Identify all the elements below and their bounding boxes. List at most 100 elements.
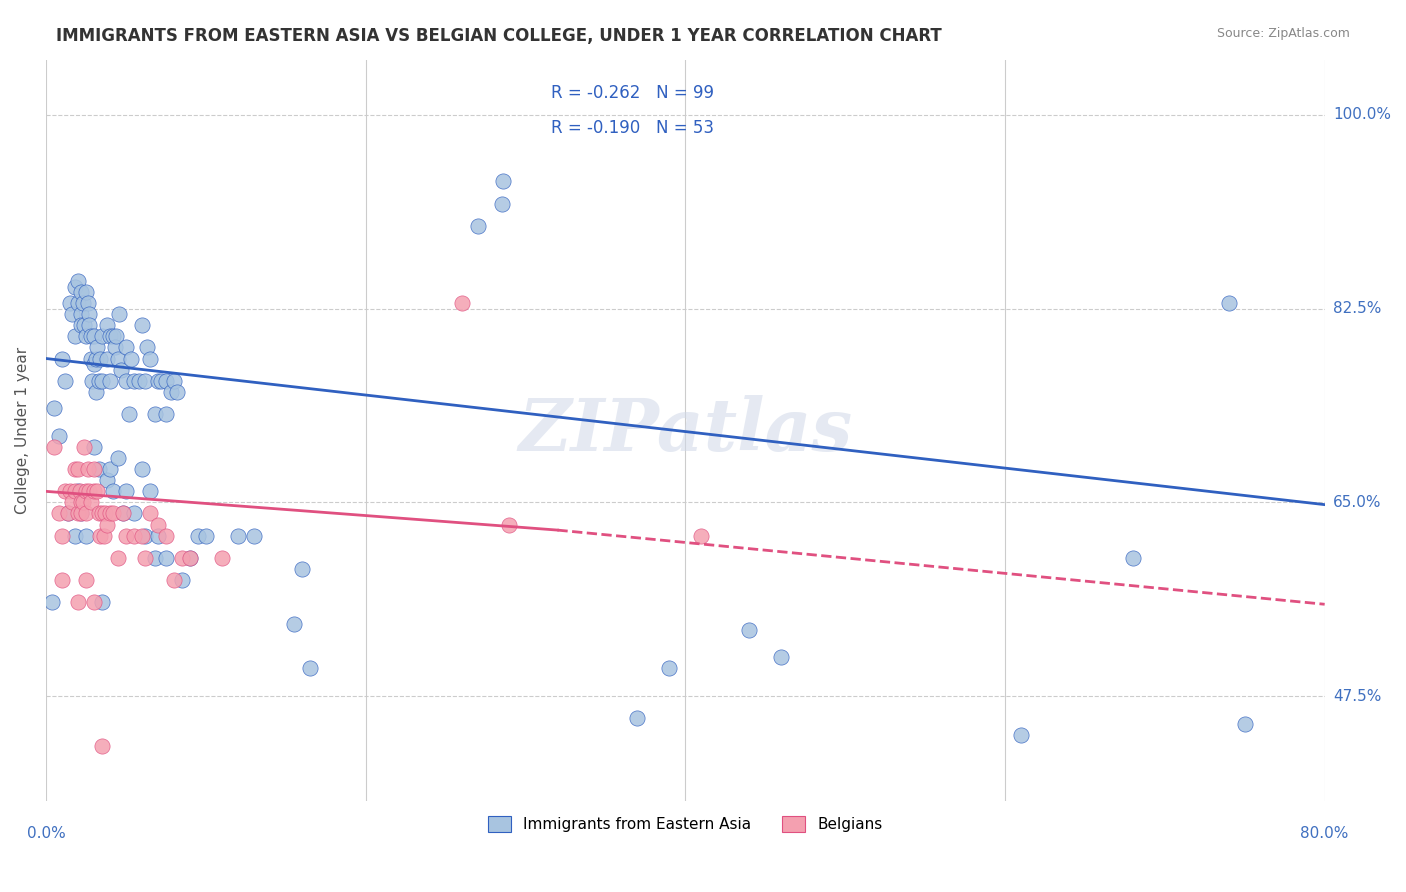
Point <box>690 528 713 542</box>
Point <box>42 440 65 454</box>
Text: ZIPatlas: ZIPatlas <box>519 395 852 466</box>
Point <box>120 351 142 366</box>
Point <box>77 307 100 321</box>
Legend: Immigrants from Eastern Asia, Belgians: Immigrants from Eastern Asia, Belgians <box>482 810 889 838</box>
Point <box>83 329 105 343</box>
Point <box>63 484 86 499</box>
Point <box>77 318 100 333</box>
Point <box>226 528 249 542</box>
Point <box>134 550 156 565</box>
Point <box>498 517 520 532</box>
Point <box>94 507 117 521</box>
Point <box>66 507 89 521</box>
Point <box>83 440 105 454</box>
Point <box>90 739 112 753</box>
Point <box>122 507 145 521</box>
Point <box>80 351 103 366</box>
Point <box>98 462 121 476</box>
Point <box>131 318 153 333</box>
Point <box>131 462 153 476</box>
Point <box>163 374 186 388</box>
Point <box>48 507 70 521</box>
Point <box>179 550 201 565</box>
Point <box>450 296 472 310</box>
Point <box>70 507 93 521</box>
Point <box>115 374 138 388</box>
Point <box>283 617 305 632</box>
Point <box>90 507 112 521</box>
Point <box>179 550 201 565</box>
Point <box>80 329 103 343</box>
Text: Source: ZipAtlas.com: Source: ZipAtlas.com <box>1216 27 1350 40</box>
Point <box>146 528 169 542</box>
Point <box>115 340 138 354</box>
Point <box>87 507 110 521</box>
Point <box>139 351 162 366</box>
Point <box>139 484 162 499</box>
Point <box>107 351 129 366</box>
Point <box>163 573 186 587</box>
Point <box>291 562 314 576</box>
Point <box>1218 296 1240 310</box>
Point <box>134 374 156 388</box>
Point <box>66 274 89 288</box>
Point <box>80 495 103 509</box>
Point <box>70 285 93 299</box>
Point <box>770 650 793 665</box>
Point <box>101 329 124 343</box>
Point <box>1233 716 1256 731</box>
Point <box>738 623 761 637</box>
Point <box>104 340 127 354</box>
Point <box>491 196 513 211</box>
Point <box>159 384 181 399</box>
Point <box>58 507 80 521</box>
Point <box>146 374 169 388</box>
Y-axis label: College, Under 1 year: College, Under 1 year <box>15 347 30 514</box>
Point <box>90 595 112 609</box>
Point <box>60 495 83 509</box>
Point <box>51 351 73 366</box>
Point <box>155 374 177 388</box>
Point <box>96 473 118 487</box>
Point <box>150 374 173 388</box>
Point <box>63 279 86 293</box>
Point <box>73 318 96 333</box>
Point <box>122 528 145 542</box>
Point <box>76 296 98 310</box>
Text: 82.5%: 82.5% <box>1333 301 1381 316</box>
Point <box>73 440 96 454</box>
Point <box>115 528 138 542</box>
Point <box>87 462 110 476</box>
Point <box>59 484 82 499</box>
Point <box>1122 550 1144 565</box>
Point <box>118 407 141 421</box>
Point <box>66 296 89 310</box>
Point <box>75 528 97 542</box>
Point <box>98 329 121 343</box>
Point <box>53 484 76 499</box>
Point <box>72 495 94 509</box>
Point <box>155 407 177 421</box>
Point <box>41 595 63 609</box>
Point <box>107 451 129 466</box>
Point <box>128 374 150 388</box>
Point <box>170 573 193 587</box>
Point <box>75 329 97 343</box>
Point <box>75 507 97 521</box>
Point <box>75 285 97 299</box>
Point <box>77 484 100 499</box>
Point <box>72 296 94 310</box>
Point <box>101 484 124 499</box>
Point <box>84 384 107 399</box>
Point <box>1010 728 1032 742</box>
Point <box>187 528 209 542</box>
Point <box>82 374 104 388</box>
Point <box>83 357 105 371</box>
Point <box>626 711 648 725</box>
Point <box>69 484 91 499</box>
Point <box>107 550 129 565</box>
Point <box>63 462 86 476</box>
Point <box>60 307 83 321</box>
Point <box>135 340 157 354</box>
Point <box>51 573 73 587</box>
